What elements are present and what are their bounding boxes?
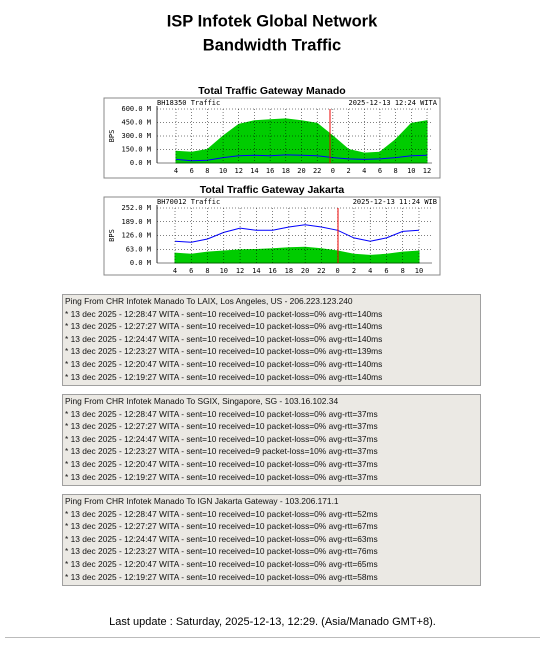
ping-log[interactable]: Ping From CHR Infotek Manado To IGN Jaka… [62, 494, 481, 586]
x-tick-label: 6 [190, 167, 194, 175]
ping-line: * 13 dec 2025 - 12:19:27 WITA - sent=10 … [65, 471, 378, 482]
y-tick-label: 0.0 M [130, 159, 151, 167]
x-tick-label: 8 [205, 167, 209, 175]
x-tick-label: 16 [266, 167, 274, 175]
y-axis-label: BPS [108, 130, 116, 143]
ping-line: * 13 dec 2025 - 12:28:47 WITA - sent=10 … [65, 308, 383, 319]
x-tick-label: 14 [250, 167, 258, 175]
ping-line: * 13 dec 2025 - 12:23:27 WITA - sent=10 … [65, 346, 383, 357]
x-tick-label: 6 [384, 267, 388, 275]
ping-line: * 13 dec 2025 - 12:19:27 WITA - sent=10 … [65, 571, 378, 582]
ping-title: Ping From CHR Infotek Manado To SGIX, Si… [65, 396, 339, 406]
ping-line: * 13 dec 2025 - 12:24:47 WITA - sent=10 … [65, 533, 378, 544]
ping-line: * 13 dec 2025 - 12:23:27 WITA - sent=10 … [65, 446, 378, 457]
page-subtitle: Bandwidth Traffic [203, 36, 341, 54]
x-tick-label: 16 [268, 267, 276, 275]
x-tick-label: 12 [235, 167, 243, 175]
ping-line: * 13 dec 2025 - 12:27:27 WITA - sent=10 … [65, 421, 378, 432]
ping-line: * 13 dec 2025 - 12:24:47 WITA - sent=10 … [65, 433, 378, 444]
x-tick-label: 8 [401, 267, 405, 275]
x-tick-label: 4 [362, 167, 366, 175]
x-tick-label: 14 [252, 267, 260, 275]
divider [5, 637, 540, 638]
x-tick-label: 10 [407, 167, 415, 175]
chart-header-right: 2025-12-13 11:24 WIB [353, 198, 437, 206]
x-tick-label: 8 [394, 167, 398, 175]
y-tick-label: 63.0 M [126, 245, 151, 253]
x-tick-label: 8 [205, 267, 209, 275]
x-tick-label: 10 [415, 267, 423, 275]
page-title: ISP Infotek Global Network [167, 12, 378, 30]
x-tick-label: 6 [189, 267, 193, 275]
x-tick-label: 10 [220, 267, 228, 275]
ping-line: * 13 dec 2025 - 12:16:47 WITA - sent=10 … [65, 483, 480, 485]
x-tick-label: 2 [352, 267, 356, 275]
x-tick-label: 6 [378, 167, 382, 175]
x-tick-label: 0 [331, 167, 335, 175]
charts: ISP Infotek Global Network Bandwidth Tra… [103, 12, 441, 276]
ping-line: * 13 dec 2025 - 12:20:47 WITA - sent=10 … [65, 458, 378, 469]
ping-log[interactable]: Ping From CHR Infotek Manado To LAIX, Lo… [62, 294, 481, 386]
ping-log[interactable]: Ping From CHR Infotek Manado To SGIX, Si… [62, 394, 481, 486]
ping-line: * 13 dec 2025 - 12:16:47 WITA - sent=10 … [65, 383, 480, 385]
ping-line: * 13 dec 2025 - 12:19:27 WITA - sent=10 … [65, 371, 383, 382]
x-tick-label: 4 [173, 267, 177, 275]
y-tick-label: 150.0 M [121, 146, 151, 154]
y-axis-label: BPS [108, 229, 116, 242]
x-tick-label: 12 [236, 267, 244, 275]
x-tick-label: 20 [297, 167, 305, 175]
x-tick-label: 2 [346, 167, 350, 175]
ping-line: * 13 dec 2025 - 12:28:47 WITA - sent=10 … [65, 408, 378, 419]
traffic-out-line [175, 154, 428, 162]
y-tick-label: 189.0 M [121, 218, 151, 226]
chart-header-left: BH70012 Traffic [157, 198, 220, 206]
y-tick-label: 450.0 M [121, 119, 151, 127]
y-tick-label: 0.0 M [130, 259, 151, 267]
ping-line: * 13 dec 2025 - 12:28:47 WITA - sent=10 … [65, 508, 378, 519]
x-tick-label: 18 [285, 267, 293, 275]
ping-line: * 13 dec 2025 - 12:20:47 WITA - sent=10 … [65, 358, 383, 369]
x-tick-label: 4 [174, 167, 178, 175]
x-tick-label: 20 [301, 267, 309, 275]
x-tick-label: 12 [423, 167, 431, 175]
ping-title: Ping From CHR Infotek Manado To LAIX, Lo… [65, 296, 353, 306]
chart-title: Total Traffic Gateway Manado [198, 85, 345, 97]
ping-line: * 13 dec 2025 - 12:27:27 WITA - sent=10 … [65, 321, 383, 332]
chart-header-right: 2025-12-13 12:24 WITA [348, 99, 437, 107]
y-tick-label: 252.0 M [121, 204, 151, 212]
ping-line: * 13 dec 2025 - 12:24:47 WITA - sent=10 … [65, 333, 383, 344]
y-tick-label: 300.0 M [121, 132, 151, 140]
ping-line: * 13 dec 2025 - 12:16:47 WITA - sent=10 … [65, 583, 480, 585]
footer: Last update : Saturday, 2025-12-13, 12:2… [109, 616, 436, 628]
ping-line: * 13 dec 2025 - 12:20:47 WITA - sent=10 … [65, 558, 378, 569]
x-tick-label: 18 [282, 167, 290, 175]
ping-line: * 13 dec 2025 - 12:27:27 WITA - sent=10 … [65, 521, 378, 532]
x-tick-label: 0 [336, 267, 340, 275]
chart-title: Total Traffic Gateway Jakarta [200, 184, 345, 196]
x-tick-label: 22 [317, 267, 325, 275]
chart-header-left: BH18350 Traffic [157, 99, 220, 107]
x-tick-label: 4 [368, 267, 372, 275]
y-tick-label: 126.0 M [121, 232, 151, 240]
ping-title: Ping From CHR Infotek Manado To IGN Jaka… [65, 496, 339, 506]
traffic-out-line [174, 224, 420, 243]
x-tick-label: 22 [313, 167, 321, 175]
ping-line: * 13 dec 2025 - 12:23:27 WITA - sent=10 … [65, 546, 378, 557]
x-tick-label: 10 [219, 167, 227, 175]
y-tick-label: 600.0 M [121, 105, 151, 113]
